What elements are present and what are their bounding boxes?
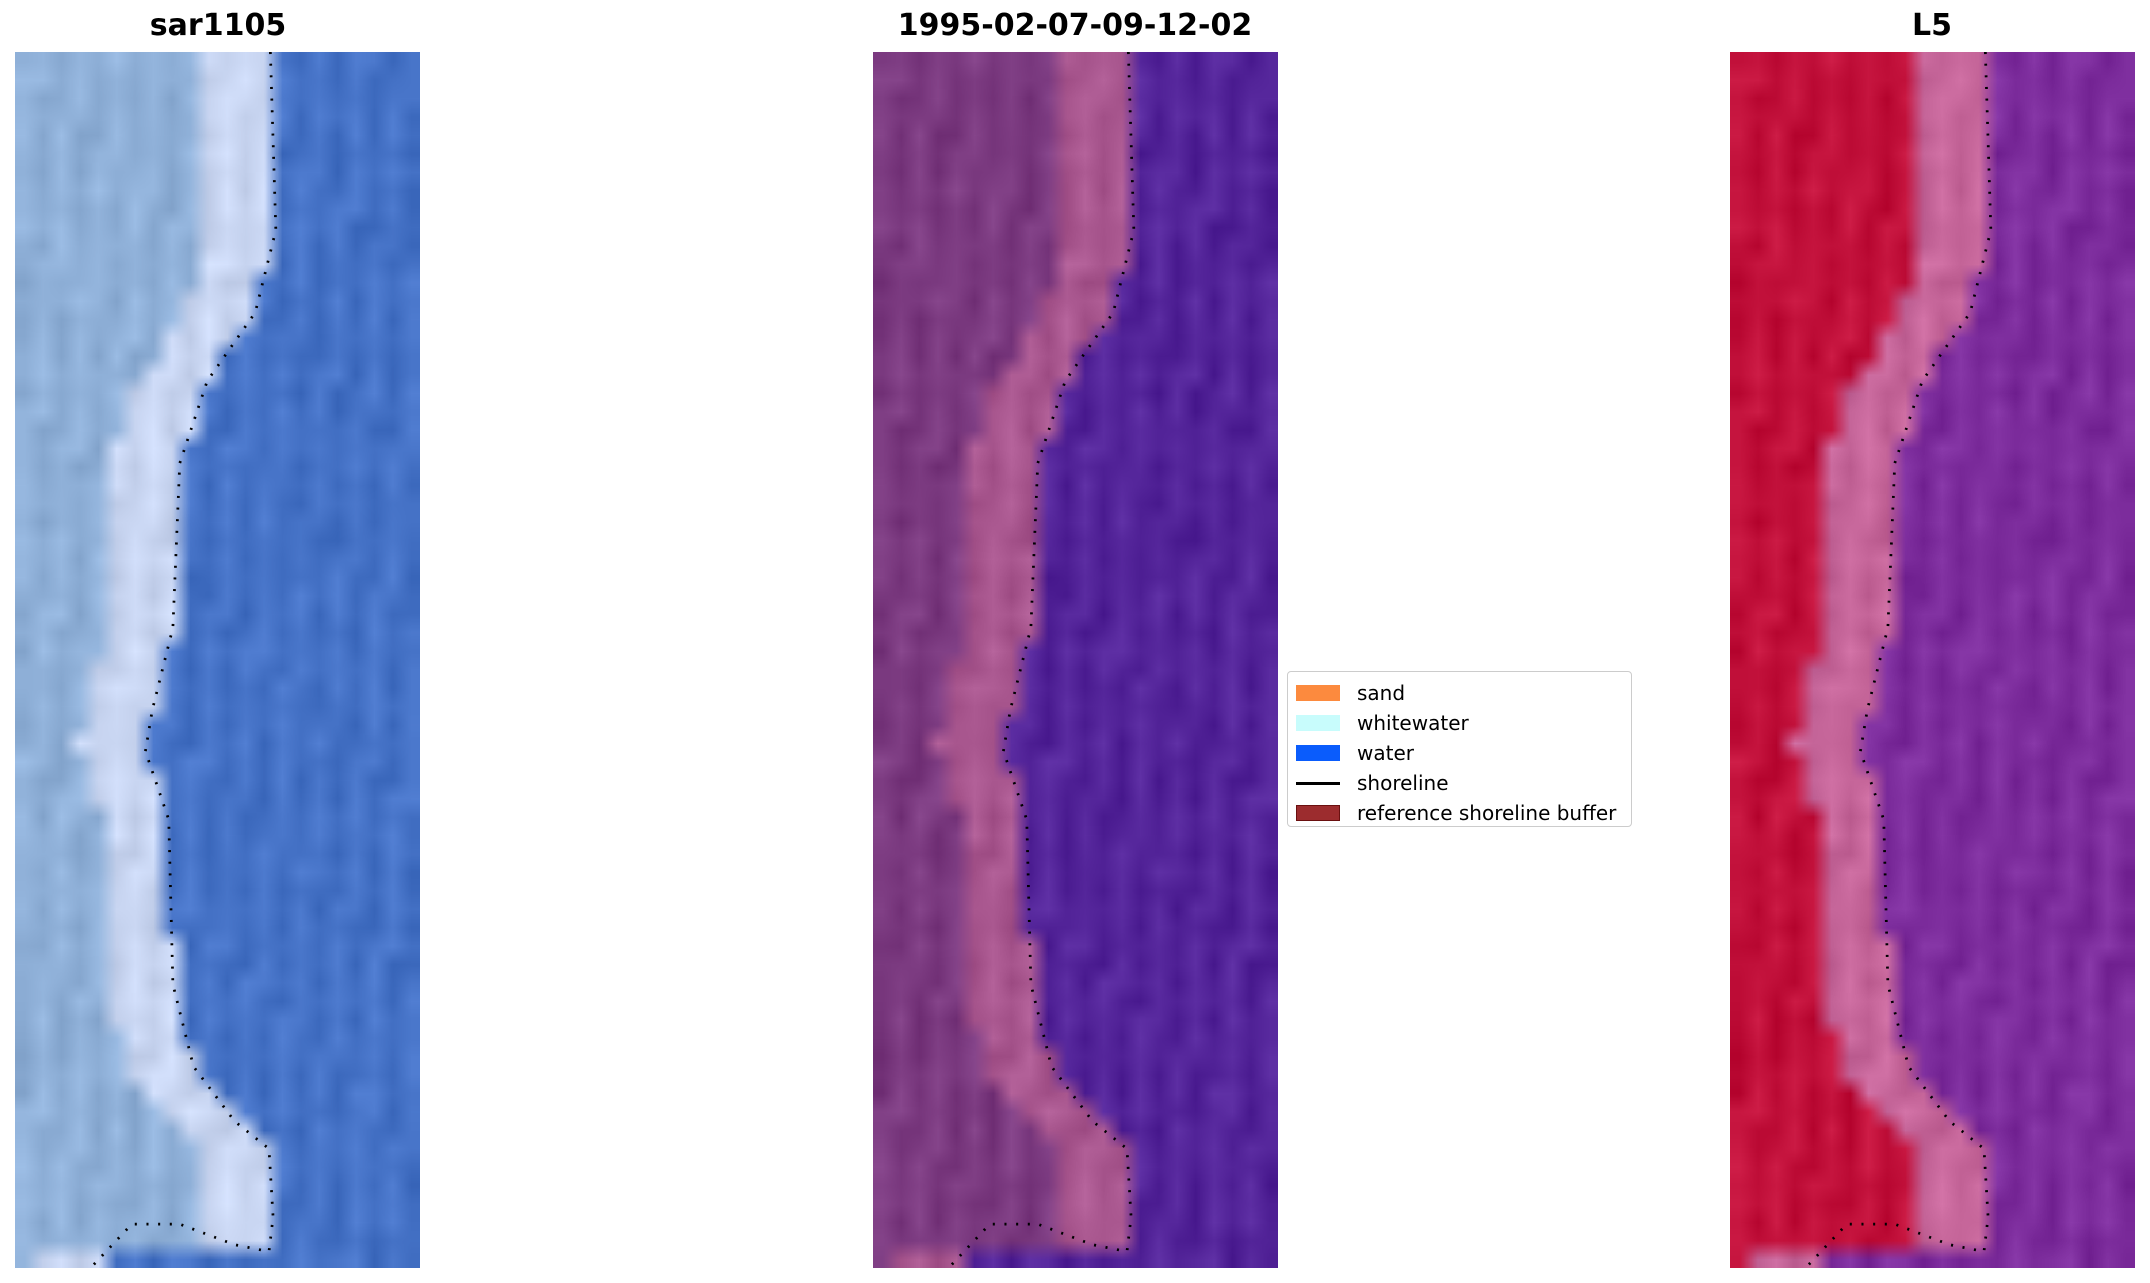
legend-item-sand: sand — [1296, 680, 1405, 706]
legend-label: sand — [1357, 681, 1406, 705]
panel-title-sar: sar1105 — [149, 8, 287, 43]
shoreline-dotted — [89, 52, 278, 1268]
legend-item-shoreline: shoreline — [1296, 770, 1449, 796]
mndwi-image-panel — [1730, 52, 2135, 1268]
panel-title-date: 1995-02-07-09-12-02 — [897, 8, 1253, 43]
whitewater-swatch — [1296, 715, 1340, 731]
sand-swatch — [1296, 685, 1340, 701]
shoreline-line-swatch — [1296, 781, 1340, 785]
legend-label: reference shoreline buffer — [1357, 801, 1617, 825]
rgb-image-panel — [15, 52, 420, 1268]
legend: sand whitewater water shoreline referenc… — [1287, 671, 1632, 827]
panel-title-satellite: L5 — [1912, 8, 1952, 43]
shoreline-dotted — [947, 52, 1136, 1268]
legend-label: shoreline — [1357, 771, 1449, 795]
classified-image-panel — [873, 52, 1278, 1268]
legend-item-buffer: reference shoreline buffer — [1296, 800, 1616, 826]
legend-item-water: water — [1296, 740, 1414, 766]
shoreline-dotted — [1804, 52, 1993, 1268]
buffer-swatch — [1296, 805, 1340, 821]
legend-label: water — [1357, 741, 1414, 765]
legend-label: whitewater — [1357, 711, 1469, 735]
legend-item-whitewater: whitewater — [1296, 710, 1469, 736]
water-swatch — [1296, 745, 1340, 761]
